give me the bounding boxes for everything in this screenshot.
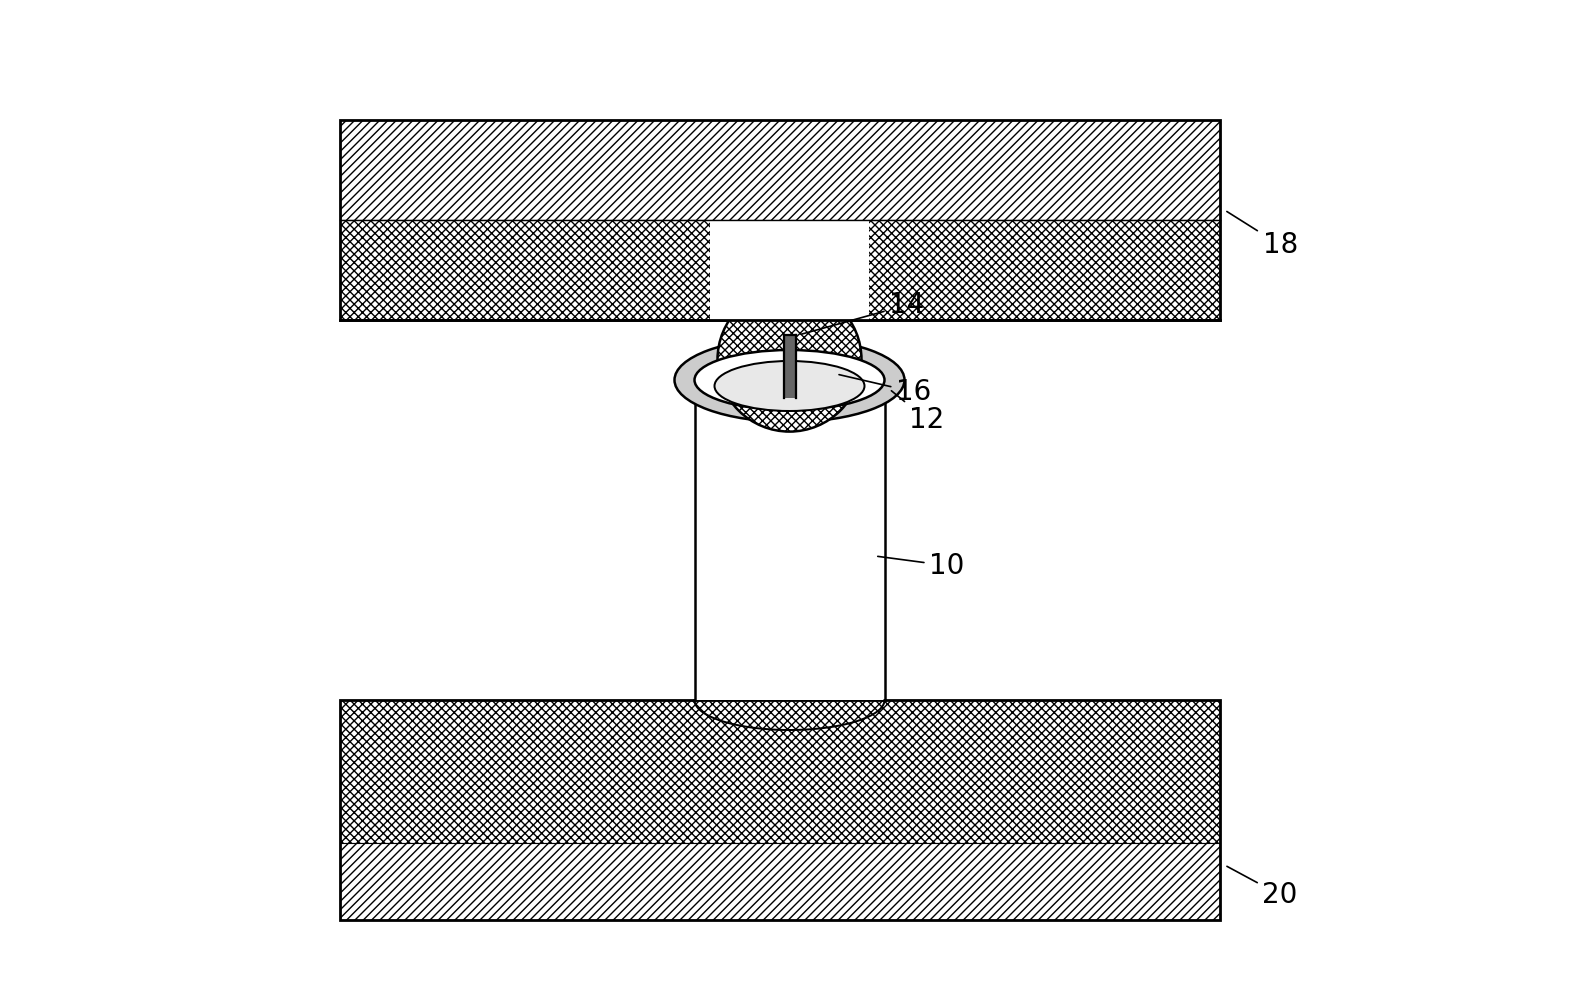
Text: 10: 10 xyxy=(878,552,965,580)
Bar xyxy=(339,120,1219,220)
Ellipse shape xyxy=(695,350,884,410)
Text: 20: 20 xyxy=(1227,866,1298,909)
Bar xyxy=(711,220,868,320)
Text: 14: 14 xyxy=(801,291,925,334)
Text: 12: 12 xyxy=(892,391,944,434)
Bar xyxy=(339,220,1219,320)
Bar xyxy=(695,380,884,700)
Ellipse shape xyxy=(674,338,905,422)
Bar xyxy=(339,700,1219,920)
Ellipse shape xyxy=(715,361,864,411)
Text: 18: 18 xyxy=(1227,211,1298,259)
Bar xyxy=(339,700,1219,843)
Circle shape xyxy=(717,288,862,432)
Bar xyxy=(783,335,796,398)
Bar xyxy=(339,843,1219,920)
Bar xyxy=(339,120,1219,320)
Text: 16: 16 xyxy=(838,375,932,406)
